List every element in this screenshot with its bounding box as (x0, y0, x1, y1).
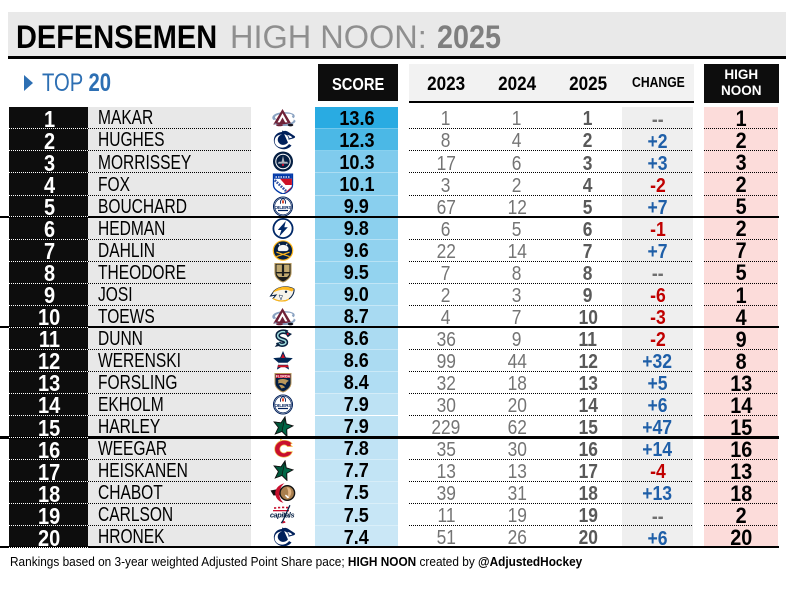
svg-text:OILERS: OILERS (274, 403, 292, 409)
svg-text:OILERS: OILERS (274, 205, 292, 211)
svg-text:FLORIDA: FLORIDA (276, 374, 291, 378)
svg-text:capitals: capitals (270, 511, 295, 520)
